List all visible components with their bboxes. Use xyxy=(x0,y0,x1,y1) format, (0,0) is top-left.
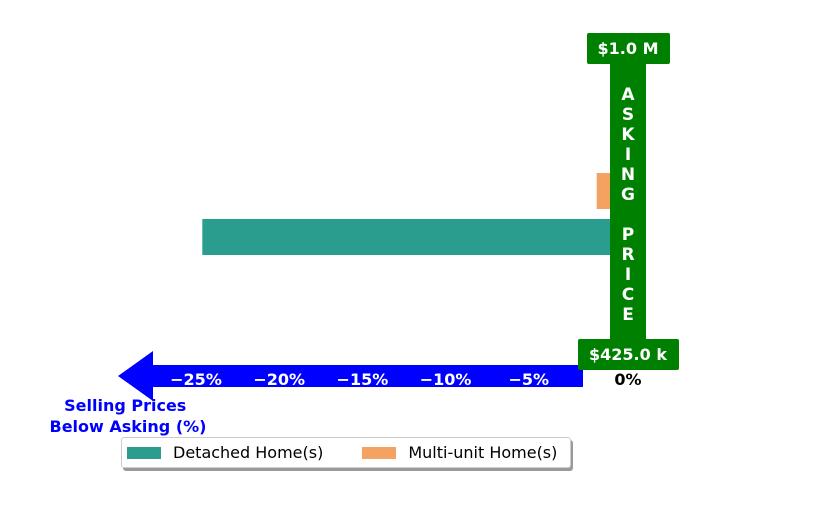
asking-price-max-box xyxy=(587,33,670,64)
asking-price-letter: I xyxy=(625,145,631,165)
legend: Detached Home(s) Multi-unit Home(s) xyxy=(121,437,571,468)
asking-price-letter: P xyxy=(622,225,634,245)
asking-price-min-box xyxy=(578,339,679,370)
x-axis-arrow xyxy=(118,351,583,401)
asking-price-letter: G xyxy=(621,185,635,205)
bar-detached xyxy=(202,219,610,255)
legend-swatch-detached xyxy=(127,446,161,459)
legend-label-multi-unit: Multi-unit Home(s) xyxy=(408,443,558,462)
zero-tick-label: 0% xyxy=(614,370,641,389)
asking-price-min: $425.0 k xyxy=(589,345,667,364)
legend-swatch-multi-unit xyxy=(362,446,397,459)
asking-price-letter: R xyxy=(621,245,634,265)
asking-price-letter: E xyxy=(622,305,634,325)
legend-item-multi-unit: Multi-unit Home(s) xyxy=(357,443,557,462)
asking-price-letter: I xyxy=(625,265,631,285)
x-tick-label: −20% xyxy=(253,370,305,389)
asking-price-bar xyxy=(610,62,646,342)
bar-multi-unit xyxy=(596,173,610,209)
asking-price-letter: K xyxy=(621,125,635,145)
asking-price-max: $1.0 M xyxy=(598,39,659,58)
legend-item-detached: Detached Home(s) xyxy=(122,443,323,462)
asking-price-letter: N xyxy=(621,165,635,185)
asking-price-letter: A xyxy=(621,85,635,105)
asking-price-letter: S xyxy=(622,105,634,125)
x-tick-label: −15% xyxy=(337,370,389,389)
bars xyxy=(202,173,610,255)
x-axis-label: Selling Prices Below Asking (%) xyxy=(50,396,207,436)
x-tick-label: −25% xyxy=(170,370,222,389)
x-tick-label: −5% xyxy=(509,370,550,389)
asking-price-letter: C xyxy=(622,285,634,305)
x-tick-label: −10% xyxy=(420,370,472,389)
legend-label-detached: Detached Home(s) xyxy=(173,443,324,462)
x-ticks: −25% −20% −15% −10% −5% xyxy=(170,370,549,389)
